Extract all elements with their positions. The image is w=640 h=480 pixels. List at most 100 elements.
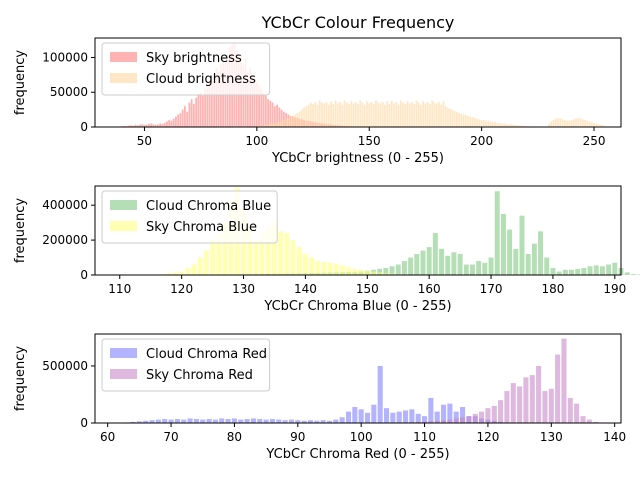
bar: [334, 100, 337, 127]
y-tick-label: 100000: [42, 50, 88, 64]
bar: [202, 95, 204, 127]
bar: [315, 261, 321, 275]
bar: [482, 262, 488, 275]
bar: [518, 125, 521, 127]
bar: [552, 120, 555, 127]
legend-swatch: [110, 73, 137, 83]
bar: [384, 104, 386, 127]
bar: [395, 101, 398, 127]
bar: [550, 121, 553, 127]
bar: [217, 71, 220, 128]
bar: [402, 102, 404, 127]
x-tick-label: 180: [541, 282, 564, 296]
bar: [489, 121, 492, 127]
bar: [271, 123, 274, 127]
bar: [451, 252, 457, 275]
bar: [500, 213, 506, 275]
bar: [197, 257, 203, 275]
bar: [269, 100, 272, 127]
bar: [276, 419, 282, 423]
bar: [154, 124, 157, 127]
bar: [462, 114, 465, 127]
bar: [434, 411, 440, 423]
bar: [426, 101, 429, 127]
x-tick-label: 100: [350, 430, 373, 444]
bar: [472, 413, 478, 423]
bar: [166, 273, 172, 275]
bar: [575, 118, 577, 127]
bar: [561, 338, 567, 423]
bar: [408, 103, 411, 127]
bar: [157, 124, 159, 127]
bar: [282, 420, 288, 423]
bar: [263, 419, 269, 423]
bar: [181, 419, 187, 423]
bar: [557, 117, 559, 127]
bar: [417, 102, 420, 127]
bar: [479, 411, 485, 423]
bar: [253, 74, 256, 127]
bar: [193, 419, 199, 423]
bar: [141, 124, 144, 127]
x-tick-label: 140: [603, 430, 626, 444]
bar: [377, 268, 383, 275]
bar: [439, 248, 445, 275]
bar: [512, 124, 514, 127]
bar: [213, 74, 216, 127]
series-2: [255, 100, 607, 128]
bar: [271, 102, 274, 127]
bar: [216, 233, 222, 275]
x-tick-label: 70: [163, 430, 178, 444]
bar: [260, 125, 263, 127]
bar: [444, 106, 447, 127]
bar: [288, 419, 294, 423]
bar: [460, 417, 466, 423]
bar: [321, 261, 327, 275]
bar: [375, 100, 377, 127]
bar: [458, 113, 461, 127]
bar: [431, 100, 434, 127]
bar: [323, 103, 326, 127]
bar: [161, 123, 164, 127]
bar: [197, 93, 200, 128]
x-tick-label: 100: [245, 134, 268, 148]
bar: [451, 109, 454, 127]
bar: [312, 104, 314, 127]
bar: [341, 104, 344, 127]
bar: [440, 104, 443, 127]
bar: [606, 264, 612, 275]
bar: [321, 102, 323, 127]
series-2: [377, 338, 611, 423]
bar: [278, 231, 284, 275]
bar: [581, 119, 584, 127]
bar: [340, 265, 345, 275]
bar: [536, 365, 542, 423]
bar: [190, 99, 193, 127]
bar: [379, 103, 382, 127]
bar: [426, 247, 432, 275]
x-tick-label: 190: [603, 282, 626, 296]
bar: [265, 226, 271, 275]
bar: [208, 78, 211, 127]
bar: [488, 257, 494, 275]
legend-label: Cloud brightness: [146, 72, 256, 87]
x-tick-label: 120: [170, 282, 193, 296]
bar: [500, 123, 503, 127]
bar: [420, 250, 426, 275]
legend: Sky brightness Cloud brightness: [101, 42, 271, 96]
x-tick-label: 170: [480, 282, 503, 296]
bar: [529, 375, 535, 423]
bar: [345, 102, 348, 127]
legend: Cloud Chroma Red Sky Chroma Red: [101, 338, 271, 392]
bar: [152, 124, 155, 127]
bar: [575, 268, 581, 275]
bar: [390, 100, 393, 127]
legend-swatch: [110, 369, 137, 379]
bar: [285, 118, 287, 127]
bar: [210, 79, 213, 127]
bar: [276, 122, 278, 127]
bar: [136, 421, 142, 423]
legend-swatch: [110, 221, 137, 231]
bar: [203, 250, 209, 275]
bar: [280, 120, 283, 127]
